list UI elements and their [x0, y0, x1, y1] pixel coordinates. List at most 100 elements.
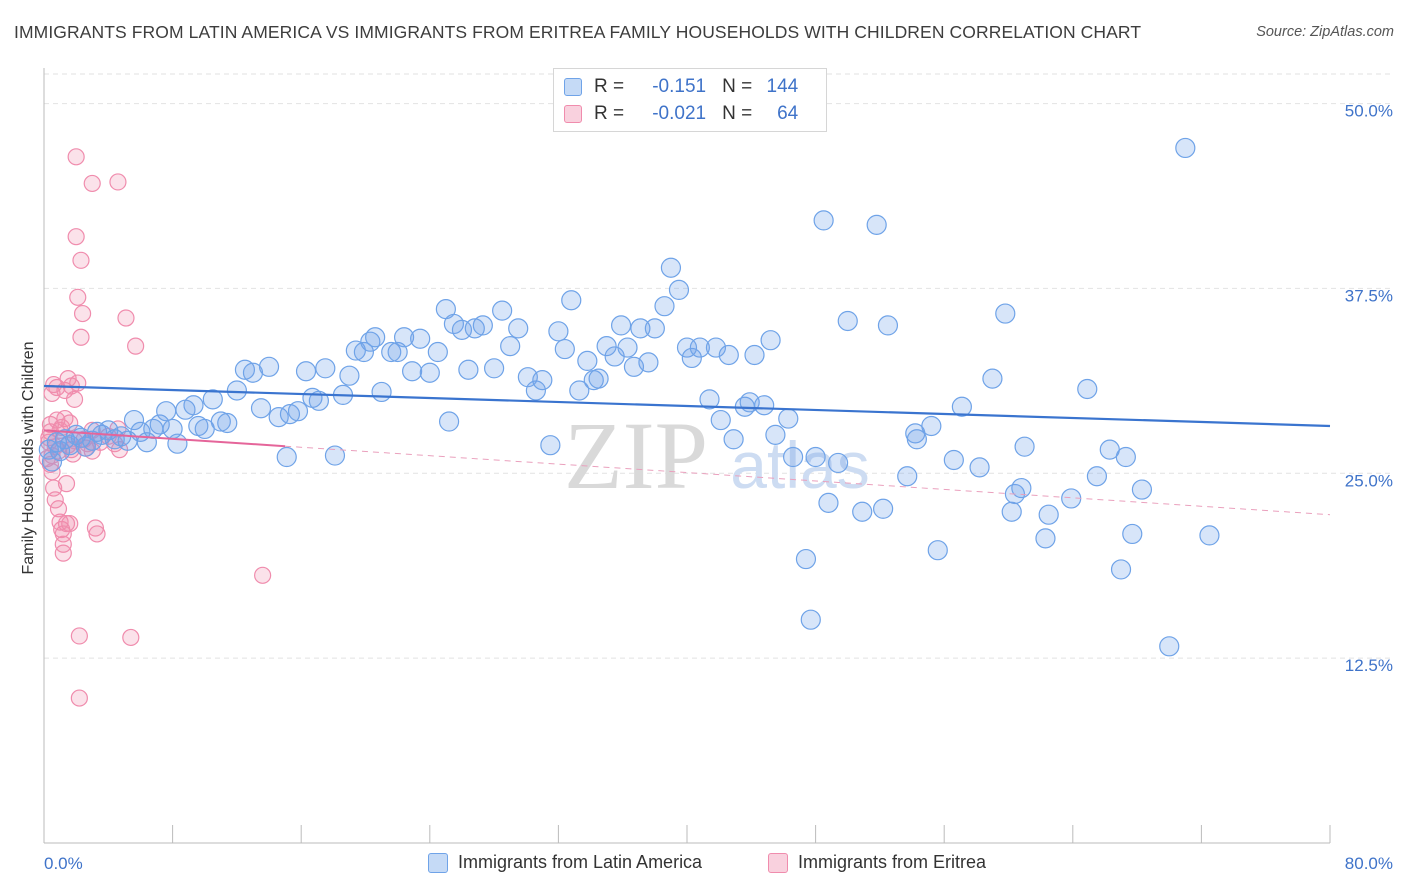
- y-axis-label: Family Households with Children: [20, 341, 37, 575]
- eritrea-point: [72, 251, 90, 269]
- chart-title: IMMIGRANTS FROM LATIN AMERICA VS IMMIGRA…: [14, 22, 1142, 42]
- latin-america-point: [927, 540, 948, 561]
- latin-america-point: [644, 318, 665, 339]
- bottom-legend-label: Immigrants from Latin America: [458, 852, 703, 872]
- latin-america-point: [1011, 477, 1032, 499]
- latin-america-point: [242, 362, 264, 383]
- latin-america-point: [381, 341, 402, 363]
- latin-america-point: [345, 340, 366, 361]
- latin-america-point: [295, 361, 317, 382]
- latin-america-trendline: [43, 384, 1331, 428]
- bottom-legend-swatch-pink: [768, 852, 788, 873]
- latin-america-point: [167, 433, 188, 454]
- latin-america-point: [660, 257, 682, 278]
- eritrea-point: [109, 173, 127, 191]
- legend-r-value: -0.021: [652, 103, 707, 124]
- latin-america-point: [778, 408, 799, 429]
- latin-america-point: [969, 457, 990, 478]
- latin-america-point: [1038, 504, 1059, 525]
- legend-r-label: R =: [594, 103, 625, 124]
- bottom-legend-swatch-blue: [428, 852, 448, 873]
- y-tick-label: 37.5%: [1345, 286, 1393, 305]
- latin-america-point: [202, 389, 223, 410]
- latin-america-point: [681, 347, 702, 369]
- latin-america-point: [339, 365, 360, 386]
- latin-america-point: [837, 310, 858, 332]
- eritrea-point: [69, 374, 87, 392]
- latin-america-point: [371, 381, 392, 403]
- bottom-legend-item-eritrea: Immigrants from Eritrea: [768, 852, 986, 873]
- latin-america-point: [760, 330, 781, 351]
- latin-america-point: [532, 370, 553, 391]
- latin-america-point: [410, 328, 431, 349]
- y-tick-label: 25.0%: [1345, 471, 1393, 490]
- latin-america-point: [610, 315, 632, 336]
- eritrea-point: [127, 337, 145, 355]
- latin-america-point: [287, 401, 309, 422]
- latin-america-point: [561, 290, 582, 311]
- latin-america-point: [500, 336, 521, 357]
- latin-america-point: [1077, 378, 1098, 400]
- latin-america-point: [718, 344, 739, 366]
- latin-america-point: [234, 359, 256, 380]
- latin-america-point: [75, 436, 96, 457]
- eritrea-point: [67, 148, 85, 166]
- latin-america-point: [472, 315, 493, 336]
- latin-america-point: [156, 401, 177, 422]
- latin-america-point: [365, 327, 386, 348]
- eritrea-point: [72, 328, 90, 346]
- latin-america-point: [897, 466, 918, 487]
- latin-america-point: [226, 380, 247, 401]
- latin-america-point: [250, 398, 272, 419]
- eritrea-point: [254, 566, 272, 584]
- eritrea-point: [88, 525, 106, 543]
- latin-america-point: [279, 404, 301, 425]
- latin-america-point: [554, 338, 575, 360]
- eritrea-point: [70, 627, 88, 645]
- latin-america-point: [982, 368, 1003, 389]
- y-tick-label: 50.0%: [1345, 102, 1393, 121]
- eritrea-point: [54, 535, 72, 553]
- latin-america-point: [451, 319, 473, 340]
- latin-america-point: [877, 315, 899, 336]
- eritrea-point: [57, 475, 76, 493]
- eritrea-point: [70, 689, 88, 707]
- latin-america-point: [540, 435, 561, 456]
- latin-america-point: [596, 336, 617, 357]
- latin-america-point: [921, 415, 942, 437]
- latin-america-point: [308, 390, 329, 411]
- latin-america-point: [123, 409, 145, 431]
- legend-swatch-blue: [564, 78, 582, 96]
- latin-america-point: [387, 341, 408, 363]
- latin-america-point: [438, 411, 460, 432]
- latin-america-point: [588, 368, 609, 389]
- bottom-legend: Immigrants from Latin America Immigrants…: [0, 852, 1406, 876]
- latin-america-point: [464, 318, 485, 339]
- latin-america-point: [1035, 528, 1056, 549]
- legend-n-value: 144: [766, 76, 799, 97]
- latin-america-point: [1001, 501, 1022, 522]
- eritrea-point: [65, 390, 84, 408]
- latin-america-point: [699, 389, 720, 410]
- latin-america-point: [315, 358, 336, 379]
- latin-america-point: [744, 344, 765, 366]
- latin-america-point: [258, 356, 280, 377]
- latin-america-point: [353, 341, 374, 363]
- latin-america-point: [525, 380, 546, 401]
- latin-america-point: [1131, 479, 1153, 500]
- legend-row-latin-america: R = -0.151 N = 144: [564, 75, 798, 99]
- eritrea-point: [122, 628, 140, 647]
- latin-america-point: [217, 412, 238, 434]
- latin-america-point: [508, 318, 529, 339]
- latin-america-point: [577, 350, 598, 371]
- latin-america-point: [49, 441, 71, 462]
- latin-america-point: [569, 380, 590, 401]
- legend-r-label: R =: [594, 76, 625, 97]
- latin-america-point: [1175, 137, 1196, 159]
- latin-america-point: [873, 498, 894, 519]
- legend-n-value: 64: [777, 103, 799, 124]
- latin-america-point: [149, 414, 170, 435]
- latin-america-point: [427, 341, 448, 363]
- x-tick-label: 80.0%: [1345, 854, 1393, 873]
- bottom-legend-label: Immigrants from Eritrea: [798, 852, 987, 872]
